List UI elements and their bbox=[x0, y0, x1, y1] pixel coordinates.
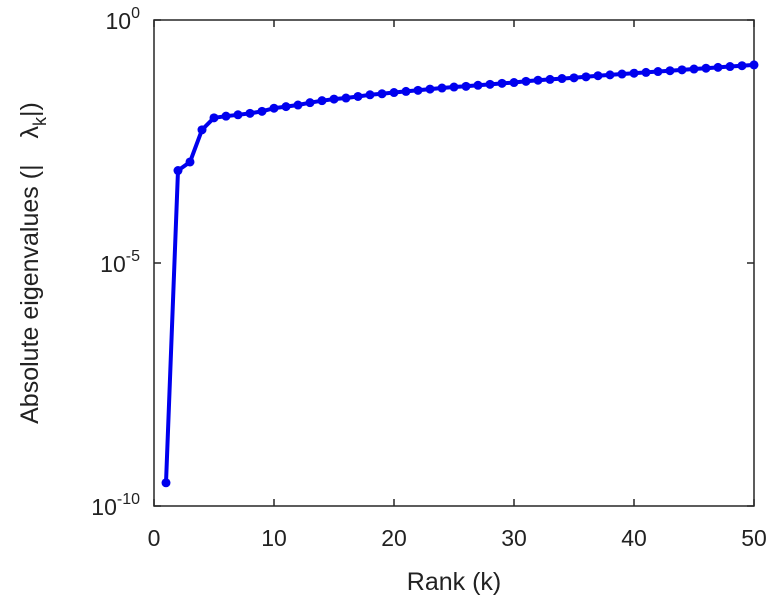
data-point bbox=[677, 65, 687, 75]
data-point bbox=[617, 69, 627, 79]
data-point bbox=[725, 62, 735, 72]
x-tick-label: 50 bbox=[741, 525, 767, 551]
y-axis-title-symbol: λ bbox=[16, 125, 44, 138]
data-point bbox=[701, 63, 711, 73]
series-layer bbox=[161, 60, 759, 488]
data-point bbox=[593, 71, 603, 81]
data-point bbox=[545, 74, 555, 84]
data-point bbox=[533, 75, 543, 85]
y-tick-label-base: 10 bbox=[100, 251, 126, 277]
data-point bbox=[713, 62, 723, 72]
data-point bbox=[749, 60, 759, 70]
data-point bbox=[269, 103, 279, 113]
data-point bbox=[737, 61, 747, 71]
x-tick-label: 30 bbox=[501, 525, 527, 551]
data-point bbox=[185, 157, 195, 167]
data-point bbox=[557, 74, 567, 84]
data-point bbox=[473, 80, 483, 90]
data-point bbox=[221, 111, 231, 121]
x-tick-label: 0 bbox=[148, 525, 161, 551]
data-point bbox=[365, 90, 375, 100]
data-point bbox=[509, 78, 519, 88]
data-point bbox=[257, 106, 267, 116]
data-point bbox=[437, 83, 447, 93]
y-axis-title: Absolute eigenvalues (| λk|) bbox=[16, 102, 50, 424]
data-point bbox=[305, 98, 315, 108]
x-tick-label: 20 bbox=[381, 525, 407, 551]
data-point bbox=[485, 79, 495, 89]
y-tick-label-exponent: 0 bbox=[131, 5, 140, 22]
data-point bbox=[197, 125, 207, 135]
y-tick-label-exponent: -5 bbox=[126, 248, 140, 265]
data-point bbox=[653, 67, 663, 77]
data-point bbox=[497, 78, 507, 88]
y-tick-label-exponent: -10 bbox=[117, 491, 140, 508]
data-point bbox=[389, 88, 399, 98]
y-axis-title-suffix: |) bbox=[16, 102, 44, 117]
data-point bbox=[329, 94, 339, 104]
y-tick-label: 10-5 bbox=[100, 248, 140, 277]
y-axis-title-text: Absolute eigenvalues (| bbox=[16, 164, 44, 423]
x-axis-title: Rank (k) bbox=[407, 568, 501, 596]
data-point bbox=[521, 76, 531, 86]
data-point bbox=[245, 108, 255, 118]
y-axis-title-subscript: k bbox=[30, 116, 50, 126]
data-point bbox=[629, 68, 639, 78]
axes bbox=[153, 19, 755, 507]
data-point bbox=[449, 82, 459, 92]
y-tick-label-base: 10 bbox=[106, 8, 132, 34]
x-tick-label: 40 bbox=[621, 525, 647, 551]
data-point bbox=[425, 84, 435, 94]
data-point bbox=[281, 102, 291, 112]
data-point bbox=[233, 110, 243, 120]
data-point bbox=[209, 113, 219, 123]
y-tick-label: 10-10 bbox=[91, 491, 140, 520]
y-tick-label: 100 bbox=[106, 5, 141, 34]
data-point bbox=[665, 66, 675, 76]
data-point bbox=[293, 100, 303, 110]
data-point bbox=[581, 72, 591, 82]
data-point bbox=[341, 93, 351, 103]
data-point bbox=[353, 91, 363, 101]
data-point bbox=[317, 96, 327, 106]
data-point bbox=[605, 70, 615, 80]
data-point bbox=[173, 166, 183, 176]
data-point bbox=[689, 64, 699, 74]
data-point bbox=[413, 85, 423, 95]
y-tick-label-base: 10 bbox=[91, 494, 117, 520]
data-point bbox=[401, 86, 411, 96]
data-point bbox=[641, 67, 651, 77]
series-line bbox=[164, 62, 755, 483]
x-tick-label: 10 bbox=[261, 525, 287, 551]
data-point bbox=[569, 73, 579, 83]
data-point bbox=[161, 478, 171, 488]
data-point bbox=[461, 81, 471, 91]
data-point bbox=[377, 89, 387, 99]
plot-frame bbox=[153, 19, 755, 507]
